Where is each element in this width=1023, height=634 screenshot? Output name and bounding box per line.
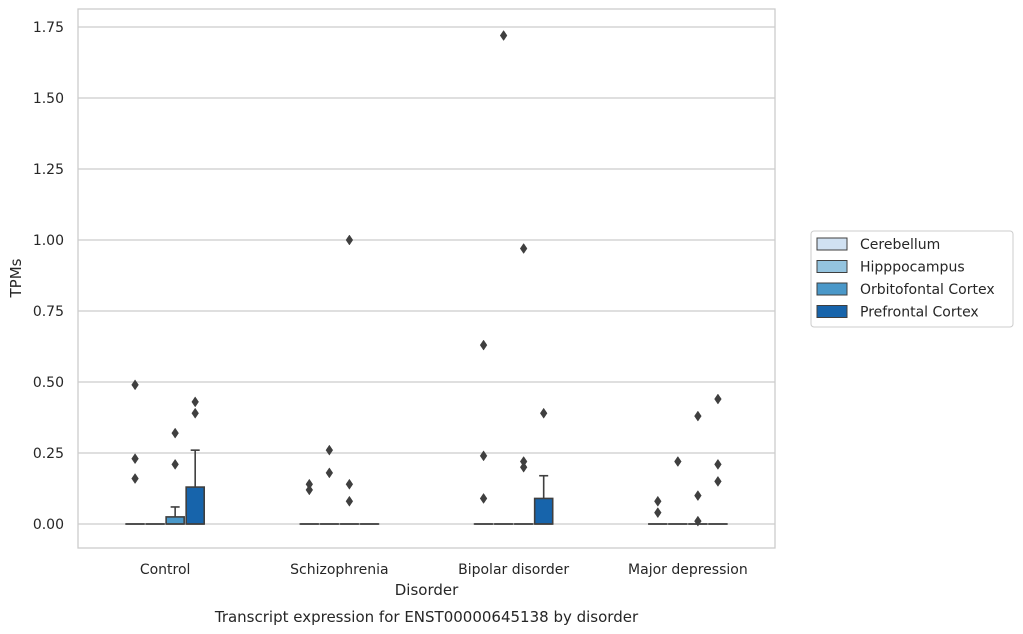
box-group bbox=[708, 393, 728, 525]
box-group bbox=[533, 407, 554, 525]
box-group bbox=[647, 495, 668, 525]
y-axis-label: TPMs bbox=[7, 258, 25, 298]
box bbox=[185, 486, 206, 525]
outlier-point bbox=[654, 495, 662, 507]
x-tick-label: Major depression bbox=[628, 562, 748, 578]
y-tick-labels: 0.00 0.25 0.50 0.75 1.00 1.25 1.50 1.75 bbox=[33, 20, 64, 533]
outlier-point bbox=[519, 456, 528, 467]
outlier-point bbox=[325, 444, 334, 456]
outlier-point bbox=[714, 475, 722, 487]
legend-label: Hipppocampus bbox=[860, 260, 965, 276]
box-layer bbox=[125, 30, 728, 527]
legend: Cerebellum Hipppocampus Orbitofontal Corte… bbox=[810, 230, 1014, 328]
outlier-point bbox=[191, 396, 199, 408]
legend-label: Prefrontal Cortex bbox=[860, 305, 979, 321]
box-group bbox=[493, 30, 514, 525]
outlier-point bbox=[345, 234, 354, 246]
outlier-point bbox=[479, 450, 488, 462]
box-group bbox=[668, 456, 688, 525]
box-group bbox=[319, 444, 340, 525]
y-tick-label: 1.00 bbox=[33, 233, 64, 249]
box-group bbox=[299, 478, 320, 525]
box-group bbox=[339, 234, 360, 525]
outlier-point bbox=[479, 492, 488, 504]
legend-label: Cerebellum bbox=[860, 237, 940, 253]
outlier-point bbox=[519, 461, 528, 473]
legend-label: Orbitofontal Cortex bbox=[860, 282, 995, 298]
outlier-point bbox=[654, 507, 662, 519]
y-tick-label: 0.25 bbox=[33, 446, 64, 462]
outlier-point bbox=[345, 478, 354, 490]
outlier-point bbox=[325, 467, 334, 479]
plot-area bbox=[77, 8, 776, 549]
y-tick-label: 0.50 bbox=[33, 375, 64, 391]
box-group bbox=[185, 396, 206, 525]
legend-swatch bbox=[816, 260, 848, 273]
legend-swatch bbox=[816, 282, 848, 296]
box-group bbox=[513, 243, 534, 525]
x-tick-labels: Control Schizophrenia Bipolar disorder Majo… bbox=[140, 562, 748, 578]
box-group bbox=[473, 339, 494, 525]
outlier-point bbox=[171, 427, 179, 439]
outlier-point bbox=[305, 484, 314, 496]
y-tick-label: 0.00 bbox=[33, 517, 64, 533]
outlier-point bbox=[171, 458, 179, 470]
x-tick-label: Schizophrenia bbox=[290, 562, 388, 578]
outlier-point bbox=[714, 393, 722, 405]
outlier-point bbox=[694, 490, 702, 502]
outlier-point bbox=[714, 458, 722, 470]
x-tick-label: Bipolar disorder bbox=[458, 562, 569, 578]
grid-lines bbox=[78, 26, 775, 525]
legend-swatch bbox=[816, 305, 848, 318]
outlier-point bbox=[499, 30, 508, 41]
chart-caption: Transcript expression for ENST0000064513… bbox=[214, 608, 639, 626]
legend-frame bbox=[810, 230, 1014, 328]
outlier-point bbox=[191, 407, 199, 419]
x-tick-label: Control bbox=[140, 562, 191, 578]
y-tick-label: 1.75 bbox=[33, 20, 64, 36]
outlier-point bbox=[345, 495, 354, 507]
outlier-point bbox=[539, 407, 548, 419]
y-tick-label: 1.25 bbox=[33, 162, 64, 178]
outlier-point bbox=[479, 339, 488, 351]
outlier-point bbox=[694, 515, 702, 527]
y-tick-label: 0.75 bbox=[33, 304, 64, 320]
box bbox=[533, 497, 554, 525]
box bbox=[165, 516, 185, 525]
outlier-point bbox=[131, 379, 139, 391]
outlier-point bbox=[131, 473, 139, 485]
outlier-point bbox=[519, 243, 528, 254]
x-axis-label: Disorder bbox=[395, 581, 459, 599]
box-group bbox=[688, 410, 708, 527]
box-group bbox=[165, 427, 185, 525]
outlier-point bbox=[694, 410, 702, 422]
box-group bbox=[125, 379, 145, 525]
legend-swatch bbox=[816, 237, 848, 251]
outlier-point bbox=[305, 478, 314, 490]
outlier-point bbox=[674, 456, 682, 467]
outlier-point bbox=[131, 453, 139, 465]
y-tick-label: 1.50 bbox=[33, 91, 64, 107]
